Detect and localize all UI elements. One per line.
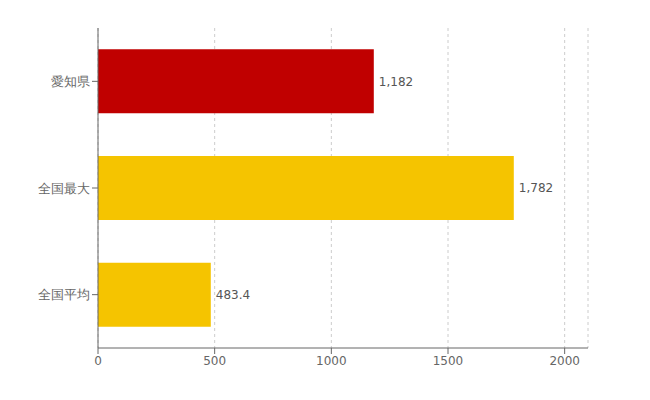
svg-text:全国最大: 全国最大 [38,181,90,196]
svg-text:愛知県: 愛知県 [51,74,90,89]
svg-text:1,782: 1,782 [519,181,553,195]
svg-text:1500: 1500 [433,354,464,368]
svg-text:1,182: 1,182 [379,75,413,89]
svg-text:0: 0 [94,354,102,368]
svg-text:2000: 2000 [549,354,580,368]
svg-text:1000: 1000 [316,354,347,368]
svg-text:全国平均: 全国平均 [38,287,90,302]
svg-text:500: 500 [203,354,226,368]
svg-text:483.4: 483.4 [216,288,250,302]
